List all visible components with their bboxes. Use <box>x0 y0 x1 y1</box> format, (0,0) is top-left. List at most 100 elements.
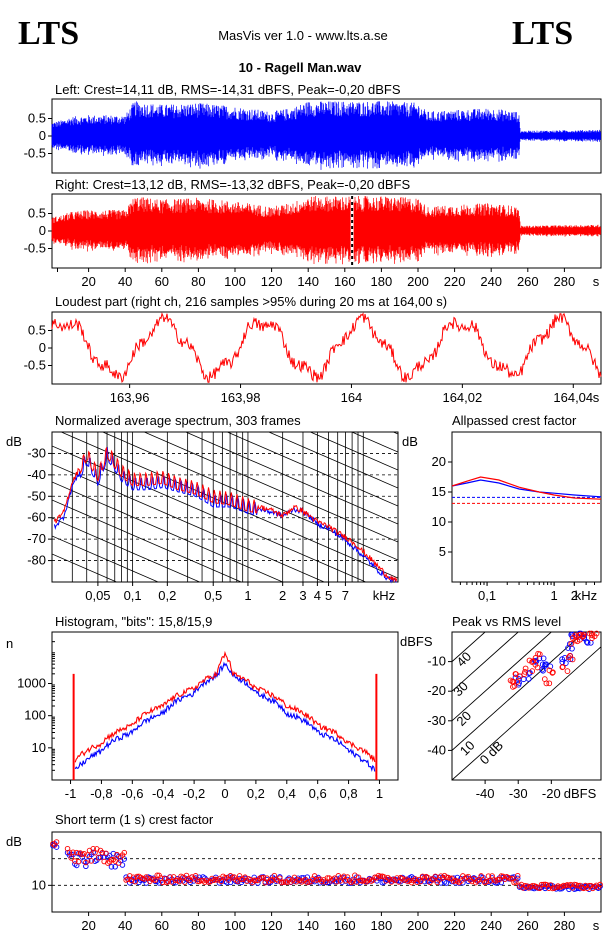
stc-xtick: 160 <box>334 918 356 933</box>
allpassed-ytick: 10 <box>432 514 446 529</box>
stc-point-right <box>306 879 312 885</box>
loudest-part-ytick: 0 <box>39 340 46 355</box>
waveform-xtick: 100 <box>224 274 246 289</box>
pvr-point-left <box>567 656 574 663</box>
stc-point-right <box>70 849 76 855</box>
pvr-point-left <box>547 663 554 670</box>
stc-point-right <box>277 875 283 881</box>
stc-point-right <box>262 879 268 886</box>
loudest-part-xtick: 163,98 <box>221 390 261 405</box>
stc-point-right <box>165 878 171 885</box>
loudest-part-frame <box>51 311 602 385</box>
histogram-xtick: -0,4 <box>152 786 174 801</box>
pvr-point-left <box>562 660 569 666</box>
pvr-ytick: -10 <box>427 654 446 669</box>
stc-point-right <box>586 882 592 889</box>
left-waveform-title: Left: Crest=14,11 dB, RMS=-14,31 dBFS, P… <box>55 82 401 97</box>
stc-point-right <box>494 877 501 883</box>
stc-point-right <box>167 874 173 880</box>
pvr-point-right <box>577 636 583 643</box>
stc-point-right <box>251 877 257 884</box>
pvr-point-right <box>549 670 556 676</box>
pvr-point-right <box>568 640 575 647</box>
pvr-diagonal-label: 30 <box>450 678 471 699</box>
pvr-diagonal <box>452 632 586 752</box>
pvr-point-right <box>586 630 593 637</box>
allpassed-crest-title: Allpassed crest factor <box>452 413 577 428</box>
avg-spectrum-ylabel: dB <box>6 434 22 449</box>
loudest-part-xtick: 164,02 <box>442 390 482 405</box>
right-waveform-ytick: -0.5 <box>24 241 46 256</box>
stc-point-right <box>483 878 490 885</box>
pvr-point-right <box>565 654 572 661</box>
stc-point-right <box>99 849 106 856</box>
avg-spectrum-ytick: -80 <box>27 553 46 568</box>
loudest-part-xtick: 164 <box>341 390 363 405</box>
waveform-xtick: 120 <box>261 274 283 289</box>
stc-point-right <box>514 872 521 879</box>
pvr-point-right <box>535 650 541 657</box>
stc-xunit: s <box>593 918 600 933</box>
stc-point-right <box>53 839 60 845</box>
stc-point-right <box>485 873 492 879</box>
pvr-ytick: -30 <box>427 713 446 728</box>
pvr-ytick: -40 <box>427 742 446 757</box>
avg-spectrum-diagonal <box>52 248 398 398</box>
avg-spectrum-diagonal <box>52 535 160 582</box>
stc-point-right <box>425 875 431 881</box>
stc-point-right <box>121 849 128 856</box>
short-term-crest-title: Short term (1 s) crest factor <box>55 812 214 827</box>
pvr-ylabel: dBFS <box>400 634 433 649</box>
histogram-xtick: 0,8 <box>340 786 358 801</box>
waveform-xtick: 80 <box>191 274 205 289</box>
allpassed-series-right <box>451 476 602 500</box>
avg-spectrum-xtick: 1 <box>244 588 251 603</box>
waveform-xtick: 60 <box>155 274 169 289</box>
stc-point-right <box>108 856 115 863</box>
stc-point-right <box>88 858 95 864</box>
pvr-xtick: -30 <box>509 786 528 801</box>
allpassed-xunit: kHz <box>575 588 597 603</box>
pvr-point-left <box>584 639 591 646</box>
right-waveform-ytick: 0 <box>39 223 46 238</box>
stc-point-right <box>83 859 89 866</box>
pvr-point-left <box>533 658 540 665</box>
stc-point-right <box>333 879 340 885</box>
avg-spectrum-xtick: 0,05 <box>85 588 110 603</box>
allpassed-xtick: 2 <box>571 588 578 603</box>
stc-xtick: 200 <box>407 918 429 933</box>
pvr-point-right <box>580 631 587 638</box>
histogram-xtick: -0,6 <box>121 786 143 801</box>
stc-point-right <box>103 850 109 857</box>
pvr-diagonal-label: 0 dB <box>477 738 507 768</box>
pvr-point-left <box>540 655 547 662</box>
avg-spectrum-diagonal <box>184 432 398 525</box>
avg-spectrum-grid <box>52 248 398 582</box>
logo-left: LTS <box>18 15 79 52</box>
stc-xtick: 20 <box>81 918 95 933</box>
stc-point-right <box>487 878 494 884</box>
stc-point-right <box>81 850 87 857</box>
stc-point-right <box>291 874 298 881</box>
stc-xtick: 60 <box>155 918 169 933</box>
stc-point-left <box>112 864 118 870</box>
pvr-point-right <box>564 668 571 674</box>
avg-spectrum-diagonal <box>52 517 201 582</box>
stc-xtick: 140 <box>297 918 319 933</box>
pvr-point-left <box>583 638 590 645</box>
pvr-point-left <box>525 676 532 682</box>
stc-point-right <box>417 878 424 885</box>
pvr-point-left <box>539 666 545 673</box>
stc-xtick: 240 <box>480 918 502 933</box>
stc-frame <box>51 831 602 913</box>
histogram-xtick: -0,8 <box>90 786 112 801</box>
stc-point-right <box>218 878 225 885</box>
stc-point-right <box>152 877 159 883</box>
allpassed-ytick: 15 <box>432 484 446 499</box>
histogram-xtick: 1 <box>376 786 383 801</box>
waveform-xtick: 260 <box>517 274 539 289</box>
avg-spectrum-diagonals <box>52 248 398 582</box>
pvr-frame <box>451 631 602 781</box>
stc-point-right <box>597 881 603 888</box>
stc-point-right <box>458 878 464 884</box>
